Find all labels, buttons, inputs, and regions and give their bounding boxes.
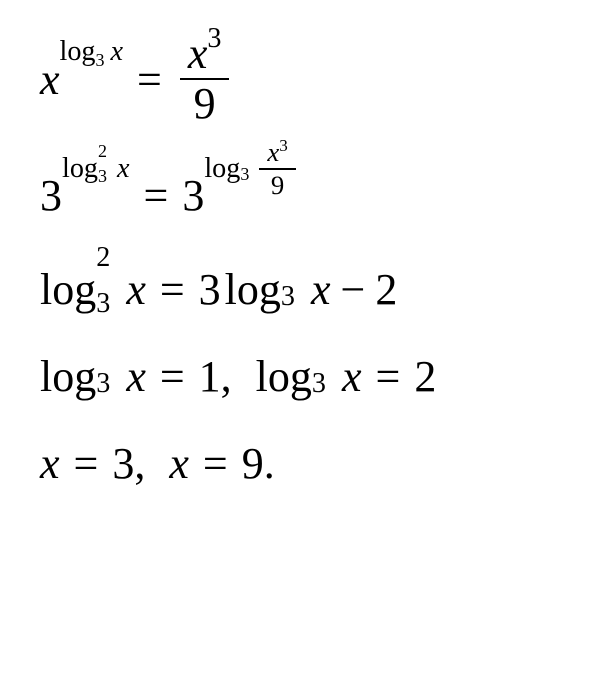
equation-line-3: log23 x = 3log3 x − 2 — [40, 264, 570, 315]
math-derivation: x log3x = x3 9 3 log23x = 3 log3 x3 — [40, 30, 570, 489]
power-3: 3 — [207, 23, 221, 54]
equals-sign: = — [376, 351, 401, 402]
power-3: 3 — [279, 136, 288, 155]
equals-sign: = — [144, 170, 169, 221]
var-x: x — [311, 264, 331, 315]
fn-log: log — [60, 36, 96, 67]
equals-sign: = — [160, 351, 185, 402]
fn-log: log — [40, 264, 96, 315]
fraction-x3-over-9: x3 9 — [259, 137, 295, 201]
log-base-3: 3 — [240, 164, 249, 185]
equals-sign: = — [203, 438, 228, 489]
equation-line-4: log3 x = 1, log3 x = 2 — [40, 351, 570, 402]
var-x: x — [267, 137, 279, 167]
fn-log: log — [62, 153, 98, 184]
coef-3: 3 — [199, 264, 221, 315]
log-power-2: 2 — [96, 242, 110, 274]
equals-sign: = — [160, 264, 185, 315]
base-3: 3 — [182, 170, 204, 221]
fraction-denominator: 9 — [186, 80, 224, 128]
minus-sign: − — [341, 264, 366, 315]
log-base-3: 3 — [96, 288, 110, 319]
fn-log: log — [256, 351, 312, 402]
exponent-log3x: log3x — [60, 36, 124, 68]
exponent-log3-frac: log3 x3 9 — [204, 137, 299, 201]
fn-log: log — [204, 153, 240, 185]
var-x: x — [111, 36, 124, 67]
value-9: 9 — [242, 438, 264, 489]
fn-log: log — [40, 351, 96, 402]
log-base-3: 3 — [96, 368, 110, 400]
log-base-3: 3 — [96, 50, 105, 70]
equation-line-1: x log3x = x3 9 — [40, 30, 570, 128]
log-power-2: 2 — [98, 141, 107, 162]
equals-sign: = — [74, 438, 99, 489]
value-1: 1 — [199, 351, 221, 402]
value-3: 3 — [112, 438, 134, 489]
var-x: x — [117, 153, 130, 184]
var-x: x — [126, 264, 146, 315]
comma: , — [221, 351, 232, 402]
period: . — [264, 438, 275, 489]
base-3: 3 — [40, 170, 62, 221]
const-2: 2 — [375, 264, 397, 315]
equation-line-5: x = 3, x = 9. — [40, 438, 570, 489]
log-base-3: 3 — [281, 281, 295, 313]
equals-sign: = — [137, 54, 162, 105]
comma: , — [134, 438, 145, 489]
var-x: x — [342, 351, 362, 402]
fn-log: log — [225, 264, 281, 315]
var-x: x — [169, 438, 189, 489]
fraction-x3-over-9: x3 9 — [180, 30, 230, 128]
fraction-numerator: x3 — [180, 30, 230, 78]
log-base-3: 3 — [312, 368, 326, 400]
exponent-log3sq-x: log23x — [62, 153, 130, 185]
var-x: x — [188, 29, 208, 78]
log-base-3: 3 — [98, 166, 107, 186]
var-x: x — [40, 438, 60, 489]
fraction-denominator: 9 — [263, 170, 292, 201]
fraction-numerator: x3 — [259, 137, 295, 168]
value-2: 2 — [414, 351, 436, 402]
equation-line-2: 3 log23x = 3 log3 x3 9 — [40, 164, 570, 228]
var-x: x — [126, 351, 146, 402]
var-x: x — [40, 54, 60, 105]
